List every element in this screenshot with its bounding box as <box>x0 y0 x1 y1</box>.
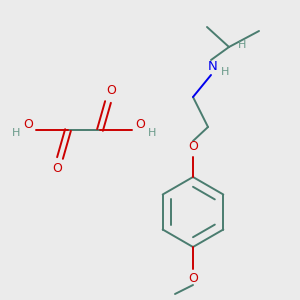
Text: O: O <box>106 85 116 98</box>
Text: O: O <box>135 118 145 130</box>
Text: O: O <box>188 140 198 154</box>
Text: H: H <box>148 128 156 138</box>
Text: O: O <box>52 163 62 176</box>
Text: N: N <box>208 61 218 74</box>
Text: H: H <box>12 128 20 138</box>
Text: O: O <box>188 272 198 286</box>
Text: H: H <box>238 40 246 50</box>
Text: O: O <box>23 118 33 130</box>
Text: H: H <box>221 67 229 77</box>
